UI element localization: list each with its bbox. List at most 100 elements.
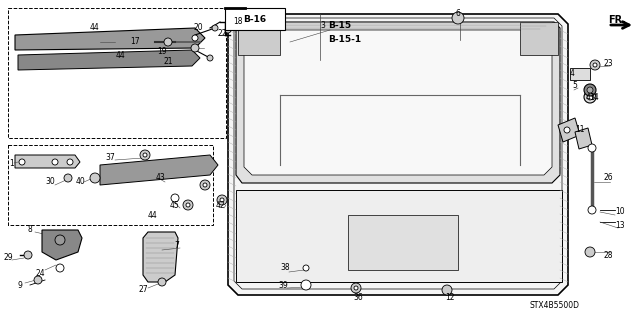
Circle shape — [584, 84, 596, 96]
Polygon shape — [575, 128, 592, 149]
Text: STX4B5500D: STX4B5500D — [530, 301, 580, 310]
Circle shape — [354, 286, 358, 290]
Circle shape — [164, 38, 172, 46]
Circle shape — [584, 91, 596, 103]
Text: 3: 3 — [321, 21, 325, 31]
Text: 45: 45 — [170, 201, 180, 210]
Circle shape — [301, 280, 311, 290]
Text: 12: 12 — [445, 293, 455, 302]
Text: 17: 17 — [130, 38, 140, 47]
Circle shape — [34, 276, 42, 284]
Polygon shape — [236, 22, 560, 183]
Text: 24: 24 — [35, 269, 45, 278]
Text: B-16: B-16 — [243, 14, 267, 24]
Polygon shape — [228, 14, 568, 295]
Text: 26: 26 — [603, 174, 613, 182]
Text: 37: 37 — [105, 152, 115, 161]
Circle shape — [593, 63, 597, 67]
Text: 10: 10 — [615, 207, 625, 217]
Text: 44: 44 — [90, 23, 100, 32]
Bar — [570, 68, 590, 80]
Text: 44: 44 — [115, 50, 125, 60]
Circle shape — [587, 94, 593, 100]
Polygon shape — [520, 22, 558, 55]
Circle shape — [19, 159, 25, 165]
Text: 41: 41 — [585, 93, 595, 102]
Circle shape — [192, 35, 198, 41]
Polygon shape — [15, 155, 80, 168]
Circle shape — [212, 25, 218, 31]
Circle shape — [452, 12, 464, 24]
Text: 30: 30 — [45, 177, 55, 187]
Circle shape — [90, 173, 100, 183]
Circle shape — [588, 144, 596, 152]
Circle shape — [303, 265, 309, 271]
Circle shape — [442, 285, 452, 295]
Polygon shape — [236, 190, 562, 282]
Circle shape — [207, 55, 213, 61]
Polygon shape — [558, 118, 580, 142]
Text: 18: 18 — [233, 18, 243, 26]
Circle shape — [158, 278, 166, 286]
Polygon shape — [100, 155, 218, 185]
Bar — [348, 215, 458, 270]
Text: 11: 11 — [575, 125, 585, 135]
Text: 21: 21 — [163, 57, 173, 66]
Text: 36: 36 — [353, 293, 363, 302]
Circle shape — [183, 200, 193, 210]
Text: 4: 4 — [570, 69, 575, 78]
Text: 6: 6 — [456, 9, 460, 18]
Circle shape — [186, 203, 190, 207]
Bar — [225, 8, 285, 30]
Text: 8: 8 — [28, 226, 33, 234]
Text: 38: 38 — [280, 263, 290, 272]
Circle shape — [143, 153, 147, 157]
Polygon shape — [15, 28, 205, 50]
Text: 7: 7 — [175, 241, 179, 249]
Text: 13: 13 — [615, 220, 625, 229]
Text: 22: 22 — [217, 29, 227, 39]
Text: 28: 28 — [604, 250, 612, 259]
Circle shape — [564, 127, 570, 133]
Circle shape — [55, 235, 65, 245]
Text: 40: 40 — [75, 177, 85, 187]
Circle shape — [220, 198, 224, 202]
Text: 23: 23 — [603, 58, 613, 68]
Circle shape — [140, 150, 150, 160]
Text: 1: 1 — [10, 159, 14, 167]
Circle shape — [217, 195, 227, 205]
Polygon shape — [42, 230, 82, 260]
Circle shape — [587, 87, 593, 93]
Text: 27: 27 — [138, 286, 148, 294]
Text: 19: 19 — [157, 48, 167, 56]
Text: B-15: B-15 — [328, 21, 351, 31]
Polygon shape — [244, 30, 552, 175]
Polygon shape — [18, 50, 200, 70]
Circle shape — [171, 194, 179, 202]
Text: 29: 29 — [3, 254, 13, 263]
Text: 42: 42 — [215, 201, 225, 210]
Text: FR.: FR. — [608, 15, 626, 25]
Text: 43: 43 — [155, 174, 165, 182]
Circle shape — [64, 174, 72, 182]
Text: 9: 9 — [17, 280, 22, 290]
Circle shape — [351, 283, 361, 293]
Text: 5: 5 — [573, 81, 577, 91]
Text: 34: 34 — [589, 93, 599, 101]
Text: B-15-1: B-15-1 — [328, 35, 361, 44]
Circle shape — [585, 247, 595, 257]
Circle shape — [588, 206, 596, 214]
Circle shape — [67, 159, 73, 165]
Circle shape — [203, 183, 207, 187]
Text: 39: 39 — [278, 280, 288, 290]
Bar — [8, 145, 213, 225]
Circle shape — [24, 251, 32, 259]
Bar — [8, 8, 226, 138]
Circle shape — [191, 44, 199, 52]
Circle shape — [56, 264, 64, 272]
Polygon shape — [143, 232, 178, 282]
Polygon shape — [238, 22, 280, 55]
Circle shape — [200, 180, 210, 190]
Text: 44: 44 — [148, 211, 158, 219]
Text: 20: 20 — [193, 23, 203, 32]
